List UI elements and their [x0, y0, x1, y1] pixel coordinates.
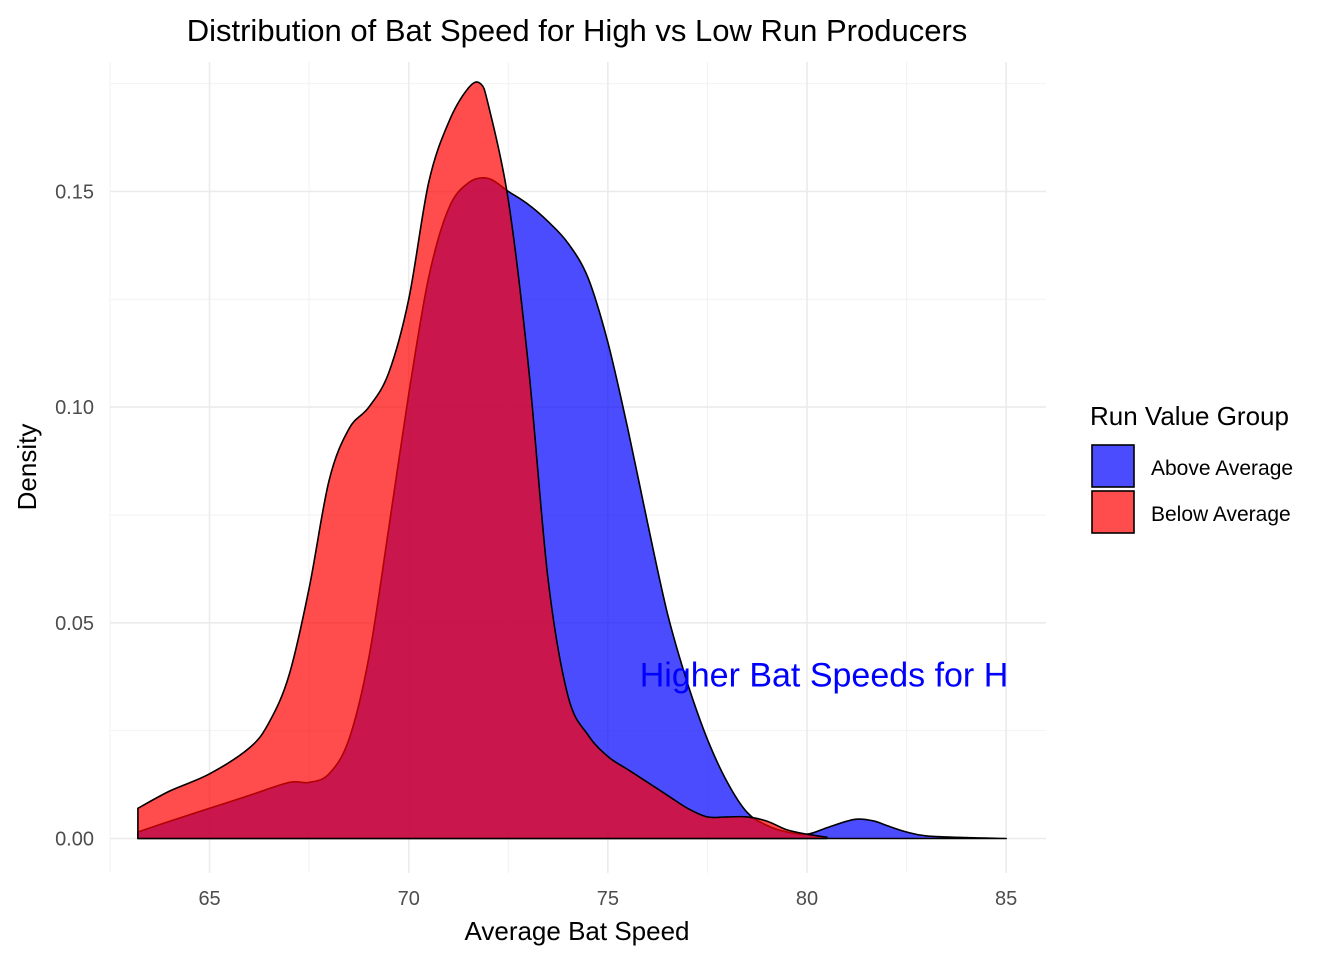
- density-area-below-average: [137, 81, 828, 840]
- legend-key-above-average: [1091, 444, 1135, 488]
- x-tick-label: 70: [398, 888, 420, 910]
- x-tick-label: 65: [198, 888, 220, 910]
- y-axis-title: Density: [12, 424, 42, 511]
- y-tick-label: 0.15: [55, 181, 94, 203]
- density-areas: [137, 81, 1007, 840]
- y-tick-label: 0.00: [55, 828, 94, 850]
- annotation-text: Higher Bat Speeds for H: [640, 657, 1009, 695]
- annotation-layer: Higher Bat Speeds for H: [640, 657, 1009, 695]
- x-axis-title: Average Bat Speed: [464, 916, 689, 946]
- x-tick-label: 85: [995, 888, 1017, 910]
- chart-title: Distribution of Bat Speed for High vs Lo…: [187, 13, 968, 48]
- x-tick-label: 75: [597, 888, 619, 910]
- x-tick-label: 80: [796, 888, 818, 910]
- legend-title: Run Value Group: [1090, 401, 1289, 431]
- y-tick-label: 0.05: [55, 613, 94, 635]
- legend-key-below-average: [1091, 490, 1135, 534]
- legend-label-above-average: Above Average: [1151, 457, 1293, 480]
- tick-labels: 65 70 75 80 85 0.00 0.05 0.10 0.15: [55, 181, 1017, 910]
- legend: Run Value Group Above Average Below Avera…: [1090, 401, 1293, 534]
- legend-label-below-average: Below Average: [1151, 503, 1291, 526]
- y-tick-label: 0.10: [55, 397, 94, 419]
